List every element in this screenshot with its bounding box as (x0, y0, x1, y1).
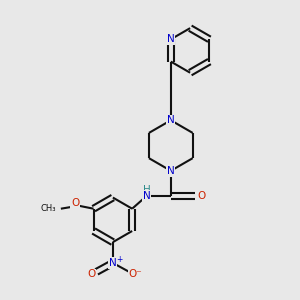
Text: N: N (142, 191, 150, 201)
Text: N: N (167, 115, 175, 125)
Text: O: O (197, 191, 205, 201)
Text: CH₃: CH₃ (41, 204, 56, 213)
Text: N: N (167, 166, 175, 176)
Text: H: H (142, 184, 150, 194)
Text: O: O (87, 269, 95, 279)
Text: O: O (71, 198, 79, 208)
Text: N: N (109, 258, 117, 268)
Text: O⁻: O⁻ (129, 269, 142, 279)
Text: N: N (167, 34, 175, 44)
Text: +: + (116, 255, 123, 264)
